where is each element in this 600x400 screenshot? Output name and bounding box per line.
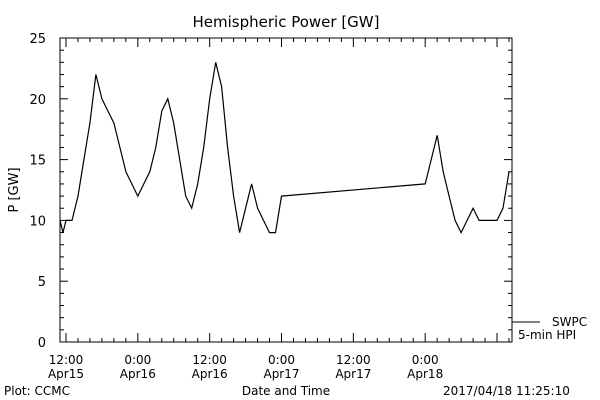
x-tick-label-date: Apr17 [335,367,371,381]
series-line-swpc [59,62,510,234]
x-tick-label-time: 0:00 [412,353,439,367]
y-tick-label: 25 [29,32,46,47]
plot-timestamp: 2017/04/18 11:25:10 [443,384,570,398]
x-tick-label-date: Apr15 [48,367,84,381]
legend-series-subtitle: 5-min HPI [518,328,576,342]
y-axis-ticks: 0 5 10 15 20 25 [29,32,512,351]
x-tick-label-date: Apr16 [120,367,156,381]
plot-frame [59,37,513,343]
chart-title: Hemispheric Power [GW] [193,13,380,31]
y-tick-label: 5 [38,275,46,290]
x-axis-ticks: 12:00Apr150:00Apr1612:00Apr160:00Apr1712… [48,38,510,381]
y-tick-label: 10 [29,214,46,229]
legend-series-name: SWPC [552,315,587,329]
plot-credit: Plot: CCMC [4,384,70,398]
x-tick-label-date: Apr17 [263,367,299,381]
x-tick-label-time: 0:00 [124,353,151,367]
x-tick-label-time: 12:00 [336,353,371,367]
y-tick-label: 20 [29,93,46,108]
x-tick-label-time: 12:00 [192,353,227,367]
x-tick-label-date: Apr16 [192,367,228,381]
x-tick-label-time: 0:00 [268,353,295,367]
x-axis-label: Date and Time [242,384,330,398]
x-tick-label-date: Apr18 [407,367,443,381]
y-axis-label: P [GW] [7,167,22,212]
legend: SWPC 5-min HPI [512,315,587,342]
y-tick-label: 0 [38,336,46,351]
y-tick-label: 15 [29,154,46,169]
x-tick-label-time: 12:00 [49,353,84,367]
